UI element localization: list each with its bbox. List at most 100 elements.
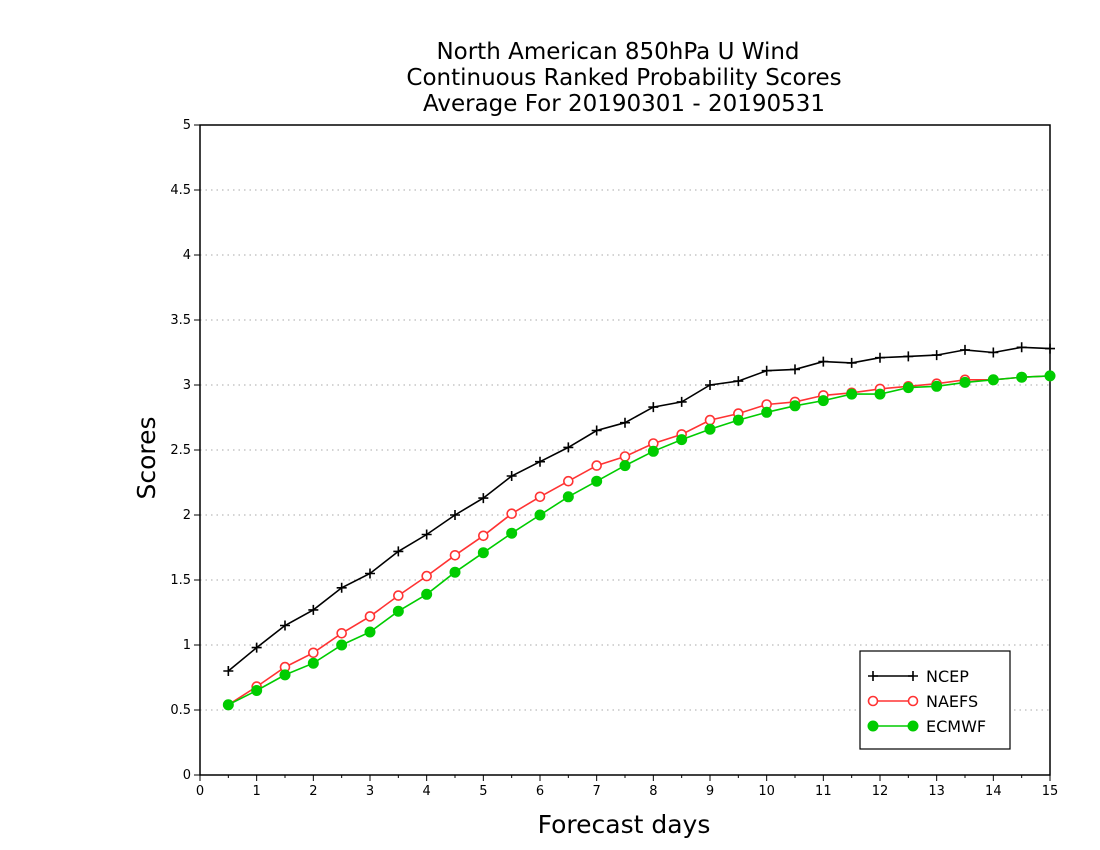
- point-marker: [987, 374, 999, 386]
- point-marker: [960, 344, 970, 355]
- x-tick-label: 5: [479, 784, 487, 799]
- point-marker: [732, 414, 744, 426]
- x-tick-label: 1: [253, 784, 261, 799]
- legend-item-ncep: NCEP: [868, 667, 969, 686]
- legend-label: NCEP: [926, 667, 969, 686]
- x-tick-label: 0: [196, 784, 204, 799]
- series-line: [227, 346, 1051, 672]
- point-marker: [761, 406, 773, 418]
- title-line-3: Average For 20190301 - 20190531: [423, 91, 825, 117]
- point-marker: [421, 529, 432, 540]
- legend-label: ECMWF: [926, 717, 986, 736]
- legend-box: [859, 650, 1011, 750]
- point-marker: [336, 627, 347, 639]
- series-ncep: [223, 342, 1055, 676]
- series-ecmwf: [222, 370, 1056, 711]
- y-tick-label: 3.5: [170, 313, 191, 328]
- point-marker: [868, 671, 878, 681]
- x-tick-label: 3: [366, 784, 374, 799]
- point-marker: [478, 530, 489, 542]
- x-tick-label: 4: [423, 784, 431, 799]
- point-marker: [818, 356, 829, 367]
- y-tick-label: 2: [183, 508, 191, 523]
- y-tick-label: 5: [183, 118, 191, 133]
- point-marker: [562, 491, 574, 503]
- point-marker: [421, 588, 433, 600]
- title-line-1: North American 850hPa U Wind: [436, 39, 799, 65]
- point-marker: [506, 471, 517, 481]
- point-marker: [733, 376, 744, 387]
- point-marker: [535, 456, 545, 467]
- point-marker: [907, 695, 919, 707]
- point-marker: [846, 357, 857, 368]
- point-marker: [336, 639, 348, 651]
- point-marker: [1044, 370, 1056, 382]
- data-series: [222, 342, 1056, 711]
- point-marker: [279, 669, 291, 681]
- gridlines: [200, 189, 1050, 711]
- point-marker: [902, 382, 914, 394]
- point-marker: [705, 380, 715, 390]
- point-marker: [450, 510, 460, 520]
- y-tick-label: 1.5: [170, 573, 191, 588]
- y-tick-label: 4: [183, 248, 191, 263]
- point-marker: [222, 699, 234, 711]
- point-marker: [619, 460, 631, 472]
- point-marker: [908, 671, 918, 681]
- x-tick-label: 14: [985, 784, 1002, 799]
- point-marker: [959, 376, 971, 388]
- point-marker: [648, 402, 659, 413]
- y-tick-label: 2.5: [170, 443, 191, 458]
- point-marker: [620, 417, 630, 428]
- y-tick-label: 4.5: [170, 183, 191, 198]
- point-marker: [308, 604, 319, 615]
- point-marker: [364, 611, 376, 622]
- point-marker: [1045, 343, 1055, 354]
- x-tick-label: 15: [1042, 784, 1059, 799]
- point-marker: [931, 380, 943, 392]
- point-marker: [449, 549, 461, 561]
- point-marker: [676, 396, 687, 407]
- point-marker: [704, 414, 716, 426]
- point-marker: [308, 647, 319, 659]
- y-tick-label: 0.5: [170, 703, 191, 718]
- point-marker: [506, 527, 518, 539]
- point-marker: [307, 657, 319, 669]
- point-marker: [534, 491, 546, 503]
- point-marker: [223, 666, 234, 676]
- point-marker: [251, 642, 262, 653]
- point-marker: [591, 425, 602, 436]
- point-marker: [619, 451, 631, 462]
- y-axis-title: Scores: [132, 416, 161, 499]
- point-marker: [874, 388, 886, 400]
- point-marker: [421, 570, 432, 582]
- point-marker: [392, 605, 404, 617]
- point-marker: [761, 365, 772, 376]
- point-marker: [875, 352, 885, 363]
- legend-item-naefs: NAEFS: [867, 692, 978, 711]
- point-marker: [988, 347, 999, 358]
- point-marker: [1016, 342, 1027, 353]
- point-marker: [477, 547, 489, 559]
- point-marker: [393, 546, 404, 557]
- x-tick-label: 2: [309, 784, 317, 799]
- point-marker: [563, 442, 574, 453]
- y-tick-label: 1: [183, 638, 191, 653]
- y-tick-label: 0: [183, 768, 191, 783]
- title-line-2: Continuous Ranked Probability Scores: [406, 65, 841, 91]
- x-tick-label: 11: [815, 784, 832, 799]
- point-marker: [867, 695, 879, 707]
- legend-item-ecmwf: ECMWF: [867, 717, 986, 736]
- point-marker: [1016, 371, 1028, 383]
- x-axis-title: Forecast days: [538, 810, 711, 839]
- y-tick-label: 3: [183, 378, 191, 393]
- x-tick-label: 12: [872, 784, 889, 799]
- point-marker: [846, 388, 858, 400]
- point-marker: [591, 475, 603, 487]
- axis-ticks: 00.511.522.533.544.550 1 2 3 4 5 6 7 8 9 10 11 12 13 1…: [170, 118, 1058, 799]
- chart-title: North American 850hPa U Wind Continuous …: [406, 39, 841, 117]
- point-marker: [676, 434, 688, 446]
- point-marker: [336, 582, 347, 593]
- point-marker: [365, 568, 375, 579]
- x-tick-label: 8: [649, 784, 657, 799]
